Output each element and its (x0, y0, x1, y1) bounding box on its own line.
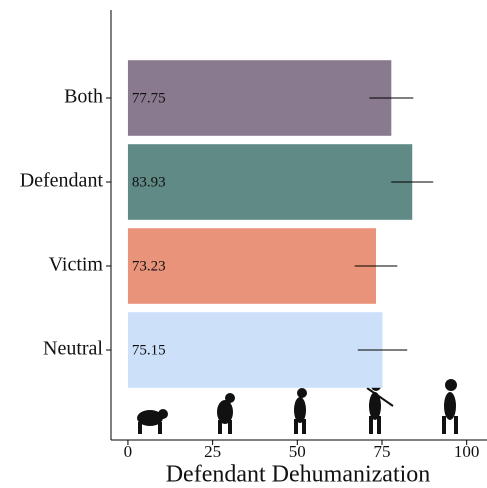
x-tick-label: 25 (204, 442, 221, 461)
bar (127, 144, 413, 220)
value-label: 75.15 (132, 342, 166, 358)
x-axis-title: Defendant Dehumanization (166, 462, 431, 488)
value-label: 77.75 (132, 90, 166, 106)
bar (127, 312, 383, 388)
bar (127, 228, 376, 304)
y-tick-label: Both (64, 86, 103, 108)
value-label: 73.23 (132, 258, 166, 274)
y-tick-label: Victim (49, 254, 104, 276)
evolution-silhouettes (137, 379, 458, 434)
x-tick-label: 100 (454, 442, 480, 461)
x-tick-label: 0 (124, 442, 133, 461)
y-tick-label: Defendant (20, 170, 104, 192)
x-tick-label: 75 (373, 442, 390, 461)
bar (127, 60, 392, 136)
x-tick-label: 50 (289, 442, 306, 461)
value-label: 83.93 (132, 174, 166, 190)
y-tick-label: Neutral (43, 338, 103, 360)
